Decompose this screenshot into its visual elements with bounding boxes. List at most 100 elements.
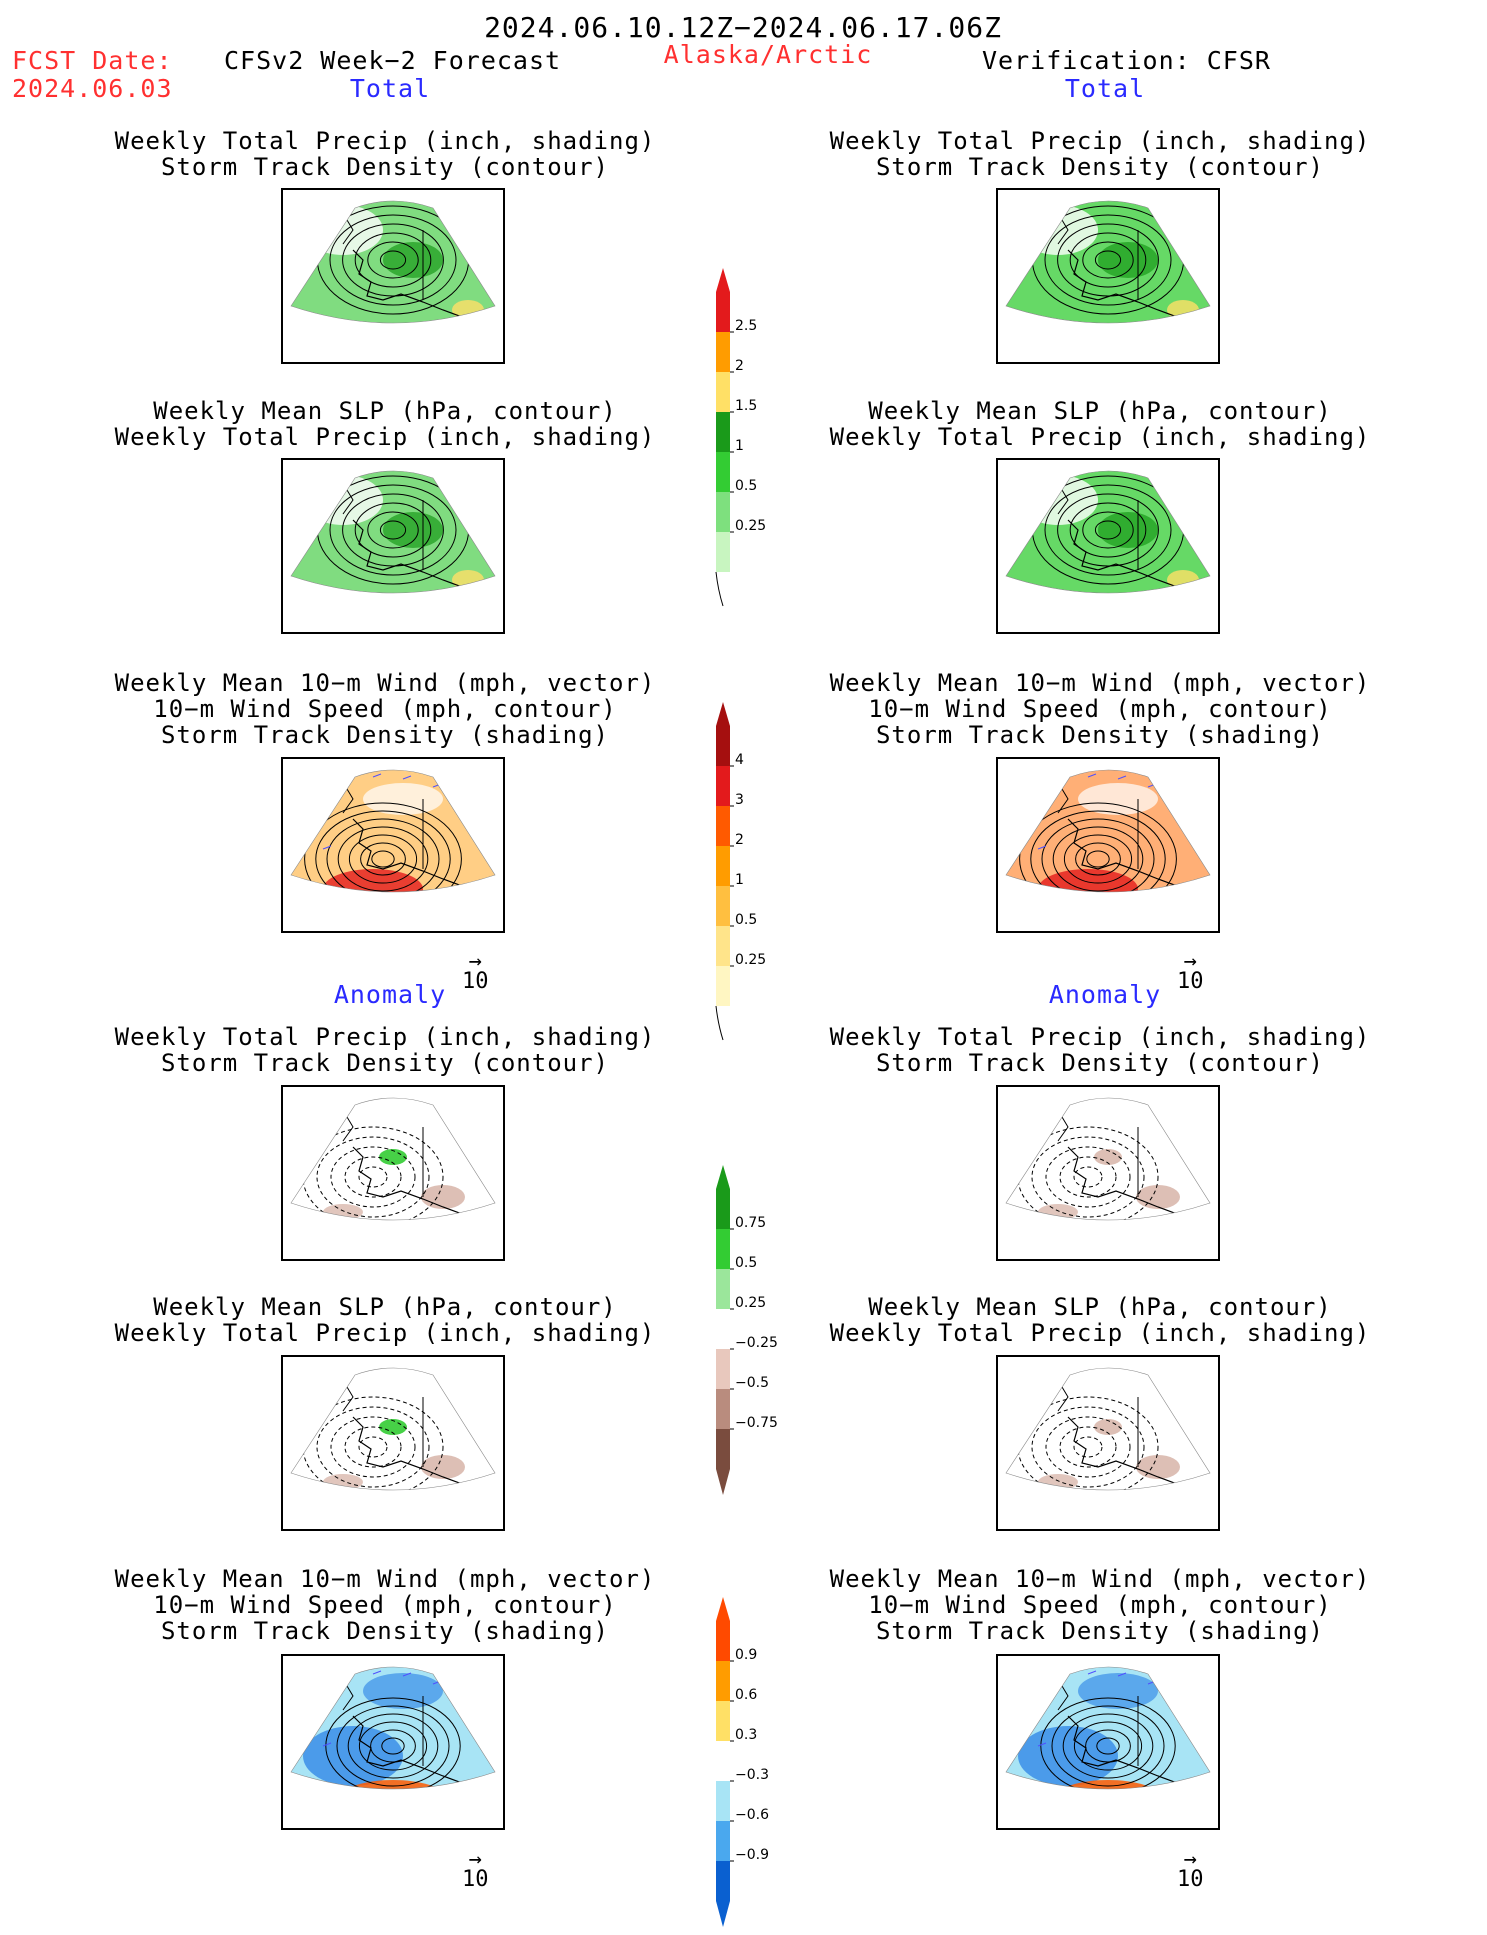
positive-anomaly-area <box>379 1149 407 1165</box>
contour-line <box>1040 1697 1176 1789</box>
wind-vector <box>1037 1682 1047 1687</box>
contour-line <box>316 1406 430 1488</box>
contour-line <box>304 802 462 892</box>
contour-line <box>337 826 429 892</box>
contour-line <box>1031 1136 1145 1218</box>
title-precip-track-anom-ver: Weekly Total Precip (inch, shading) Stor… <box>830 1024 1371 1076</box>
section-anomaly-verification: Anomaly <box>1048 980 1162 1009</box>
colorbar-segment <box>716 292 730 332</box>
map-svg <box>1005 1367 1211 1491</box>
negative-track-anomaly <box>303 1726 403 1786</box>
contour-line <box>1057 493 1159 567</box>
colorbar-segment <box>716 492 730 532</box>
wind-vector <box>1037 785 1047 790</box>
map-field <box>1006 471 1210 593</box>
colorbar-cap-top <box>716 702 730 726</box>
dry-area <box>303 205 383 255</box>
coastline <box>352 249 484 323</box>
title-precip-track-fc: Weekly Total Precip (inch, shading) Stor… <box>115 128 656 180</box>
map-domain-outline <box>1005 470 1211 594</box>
map-svg <box>290 1367 496 1491</box>
title-line: Storm Track Density (contour) <box>160 153 610 181</box>
wind-vector <box>312 805 322 810</box>
negative-anomaly-area <box>1136 1185 1180 1209</box>
colorbar-precip-anomaly: 0.75 0.5 0.25 −0.25 −0.5 −0.75 <box>716 1165 778 1503</box>
heavy-precip-area <box>383 242 443 278</box>
title-slp-precip-anom-fc: Weekly Mean SLP (hPa, contour) Weekly To… <box>115 1294 656 1346</box>
map-svg <box>1005 200 1211 324</box>
title-line: Storm Track Density (shading) <box>875 721 1325 749</box>
wind-vector <box>322 785 332 790</box>
colorbar-tick-label: 0.5 <box>735 912 757 928</box>
colorbar-tick-label: 0.5 <box>735 1255 757 1271</box>
map-svg <box>1005 1097 1211 1221</box>
positive-anomaly-area <box>1094 1149 1122 1165</box>
negative-track-anomaly <box>363 1673 443 1709</box>
contour-line <box>344 1426 402 1468</box>
max-precip-area <box>452 300 484 320</box>
title-precip-track-anom-fc: Weekly Total Precip (inch, shading) Stor… <box>115 1024 656 1076</box>
colorbar-tick-label: 1 <box>735 438 744 454</box>
contour-line <box>315 810 451 892</box>
positive-track-anomaly <box>1058 1780 1158 1789</box>
wind-vector <box>1117 775 1127 780</box>
colorbar-segment <box>716 846 730 886</box>
contour-line <box>336 1705 450 1787</box>
map-field <box>291 201 495 323</box>
title-line: Weekly Total Precip (inch, shading) <box>829 127 1371 155</box>
colorbar-svg: 4 3 2 1 0.5 0.25 <box>715 702 766 1041</box>
vector-reference-value: 10 <box>462 1867 489 1892</box>
title-line: 10−m Wind Speed (mph, contour) <box>868 695 1332 723</box>
colorbar-segment <box>716 1821 730 1861</box>
region-name: Alaska/Arctic <box>663 40 873 69</box>
fcst-date-value: 2024.06.03 <box>12 74 173 103</box>
colorbar-segment <box>716 1621 730 1661</box>
coastline <box>1067 1715 1199 1789</box>
map-precip-track-ver <box>996 188 1220 364</box>
colorbar-tick-label: 0.75 <box>735 1215 766 1231</box>
wind-vector <box>402 775 412 780</box>
colorbar-segment <box>716 532 730 572</box>
map-field <box>1006 770 1210 892</box>
negative-anomaly-area <box>421 1185 465 1209</box>
title-wind-track-anom-ver: Weekly Mean 10−m Wind (mph, vector) 10−m… <box>830 1566 1371 1644</box>
contour-line <box>347 1713 439 1779</box>
map-svg <box>290 470 496 594</box>
colorbar-tick-label: −0.25 <box>735 1335 778 1351</box>
model-name: CFSv2 Week−2 Forecast <box>224 46 562 75</box>
title-line: Weekly Total Precip (inch, shading) <box>114 1023 656 1051</box>
colorbar-cap-top <box>716 1597 730 1621</box>
map-svg <box>290 1097 496 1221</box>
colorbar-tick-label: 2 <box>735 832 744 848</box>
negative-track-anomaly <box>1078 1673 1158 1709</box>
title-line: Weekly Total Precip (inch, shading) <box>114 1319 656 1347</box>
title-line: Weekly Total Precip (inch, shading) <box>114 127 656 155</box>
map-domain-outline <box>1005 769 1211 893</box>
contour-line <box>379 520 407 540</box>
contour-line <box>1073 1166 1103 1188</box>
verification-label: Verification: CFSR <box>982 46 1271 75</box>
heavy-precip-area <box>1098 512 1158 548</box>
track-shading <box>1006 770 1210 892</box>
colorbar-segment <box>716 1701 730 1741</box>
colorbar-segment <box>716 1741 730 1781</box>
colorbar-tail <box>715 571 724 607</box>
title-line: Weekly Total Precip (inch, shading) <box>114 423 656 451</box>
coastline <box>1057 1386 1069 1412</box>
map-svg <box>1005 470 1211 594</box>
coastline <box>1057 489 1069 515</box>
wind-vector <box>1167 805 1177 810</box>
map-svg <box>1005 769 1211 893</box>
map-domain-outline <box>290 1666 496 1790</box>
title-line: Weekly Mean 10−m Wind (mph, vector) <box>829 1565 1371 1593</box>
wind-vector <box>342 777 352 782</box>
map-field <box>1006 1667 1210 1789</box>
contour-line <box>371 850 395 868</box>
heavy-precip-area <box>383 512 443 548</box>
positive-anomaly-area <box>1094 1419 1122 1435</box>
colorbar-segment <box>716 766 730 806</box>
wind-vector <box>472 1732 482 1737</box>
colorbar-svg: 2.5 2 1.5 1 0.5 0.25 <box>715 268 766 607</box>
contour-line <box>1044 484 1172 576</box>
title-line: 10−m Wind Speed (mph, contour) <box>153 1591 617 1619</box>
